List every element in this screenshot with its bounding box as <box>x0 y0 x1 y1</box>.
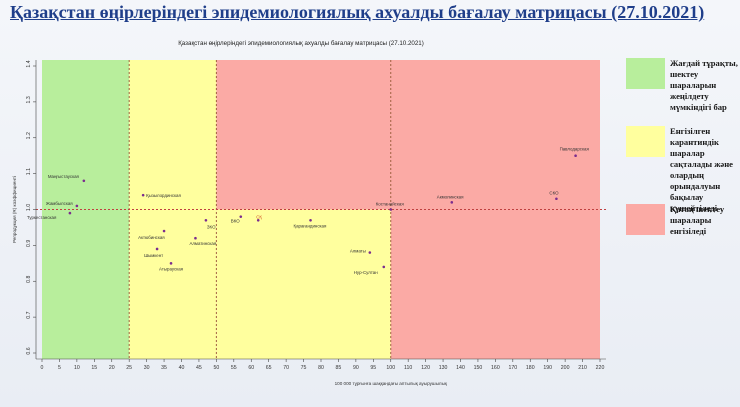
x-tick-label: 40 <box>179 365 185 371</box>
x-tick-label: 50 <box>213 365 219 371</box>
data-point <box>75 204 79 208</box>
y-tick-label: 0.7 <box>26 311 32 318</box>
data-point-label: Алматы <box>350 249 366 254</box>
x-tick-label: 100 <box>386 365 395 371</box>
legend-text-red: Қатаң шектеу шаралары енгізіледі <box>670 204 725 236</box>
y-axis-label: Репродукция (R) коэффициенті <box>12 176 17 243</box>
data-point-label: Костанайская <box>376 202 405 207</box>
data-point <box>450 201 454 204</box>
data-point-label: Қарағандинская <box>294 223 327 228</box>
y-tick-label: 1.2 <box>26 132 32 139</box>
x-tick-label: 0 <box>41 365 44 371</box>
x-tick-label: 30 <box>144 365 150 371</box>
x-tick-label: 5 <box>58 365 61 371</box>
legend-text-green: Жағдай тұрақты, шектеу шараларын жеңілде… <box>670 58 738 112</box>
x-tick-label: 170 <box>508 365 517 371</box>
data-point-label: Маңғыстауская <box>48 174 80 179</box>
data-point <box>239 215 243 218</box>
data-point-label: Қызылординская <box>146 193 181 198</box>
data-point <box>155 247 159 251</box>
x-tick-label: 90 <box>353 365 359 371</box>
chart-area: Қазақстан өңірлеріндегі эпидемиологиялық… <box>6 28 616 400</box>
data-point <box>256 218 260 222</box>
data-point-label: СҚ <box>256 214 262 219</box>
legend-text-yellow: Енгізілген карантиндік шаралар сақталады… <box>670 126 734 213</box>
data-point <box>169 262 173 265</box>
legend-swatch-green <box>626 58 665 89</box>
data-point-label: Павлодарская <box>560 147 590 152</box>
y-tick-label: 1.0 <box>26 204 32 211</box>
data-point-label: Нур-Султан <box>354 270 378 275</box>
data-point-label: СКО <box>549 191 559 196</box>
data-point <box>204 218 208 222</box>
x-tick-label: 10 <box>74 365 80 371</box>
x-tick-label: 65 <box>266 365 272 371</box>
x-tick-label: 200 <box>561 365 570 371</box>
legend-swatch-red <box>626 204 665 235</box>
x-tick-label: 60 <box>248 365 254 371</box>
data-point-label: Актюбинская <box>138 235 165 240</box>
chart-title: Қазақстан өңірлеріндегі эпидемиологиялық… <box>178 40 424 47</box>
legend-swatch-yellow <box>626 126 665 157</box>
y-tick-label: 1.3 <box>26 96 32 103</box>
x-tick-label: 150 <box>474 365 483 371</box>
x-tick-label: 80 <box>318 365 324 371</box>
x-tick-label: 35 <box>161 365 167 371</box>
page-title: Қазақстан өңірлеріндегі эпидемиологиялық… <box>10 2 705 22</box>
x-tick-label: 55 <box>231 365 237 371</box>
epidemiological-matrix-chart: Қазақстан өңірлеріндегі эпидемиологиялық… <box>12 40 606 386</box>
x-tick-label: 25 <box>126 365 132 371</box>
x-tick-label: 15 <box>91 365 97 371</box>
data-point-label: ЗКО <box>207 224 216 229</box>
y-tick-label: 1.1 <box>26 168 32 175</box>
x-axis-label: 100 000 тұрғынға шаққандағы аптылық ауыр… <box>335 381 448 386</box>
data-point <box>68 211 72 215</box>
data-point-label: Атырауская <box>159 266 184 271</box>
x-tick-label: 95 <box>370 365 376 371</box>
x-tick-label: 180 <box>526 365 535 371</box>
data-point <box>574 154 577 157</box>
x-tick-label: 45 <box>196 365 202 371</box>
data-point <box>382 265 386 269</box>
data-point <box>368 251 372 254</box>
x-tick-label: 110 <box>404 365 412 371</box>
y-tick-label: 0.6 <box>26 347 32 354</box>
x-tick-label: 20 <box>109 365 115 371</box>
zone-yellow-3 <box>216 209 391 359</box>
data-point-label: Алматинская <box>189 241 216 246</box>
data-point-label: ВКО <box>231 219 240 224</box>
x-tick-label: 130 <box>439 365 448 371</box>
x-tick-label: 85 <box>336 365 342 371</box>
x-tick-label: 120 <box>421 365 430 371</box>
x-tick-label: 75 <box>301 365 307 371</box>
x-tick-label: 210 <box>578 365 587 371</box>
data-point <box>162 229 166 233</box>
data-point-label: Акмолинская <box>437 194 464 199</box>
x-tick-label: 160 <box>491 365 500 371</box>
data-point-label: Жамбылская <box>46 201 73 206</box>
data-point <box>309 218 312 222</box>
data-point <box>555 197 558 201</box>
data-point-label: Шымкент <box>144 253 163 258</box>
x-tick-label: 190 <box>543 365 552 371</box>
x-tick-label: 140 <box>456 365 465 371</box>
y-tick-label: 1.4 <box>26 60 32 67</box>
data-point <box>194 236 197 240</box>
data-point <box>389 208 393 211</box>
x-tick-label: 220 <box>596 365 605 371</box>
y-tick-label: 0.8 <box>26 276 32 283</box>
data-point <box>141 193 145 197</box>
x-tick-label: 70 <box>283 365 289 371</box>
data-point-label: Туркестанская <box>27 215 57 220</box>
data-point <box>82 179 86 183</box>
y-tick-label: 0.9 <box>26 240 32 247</box>
